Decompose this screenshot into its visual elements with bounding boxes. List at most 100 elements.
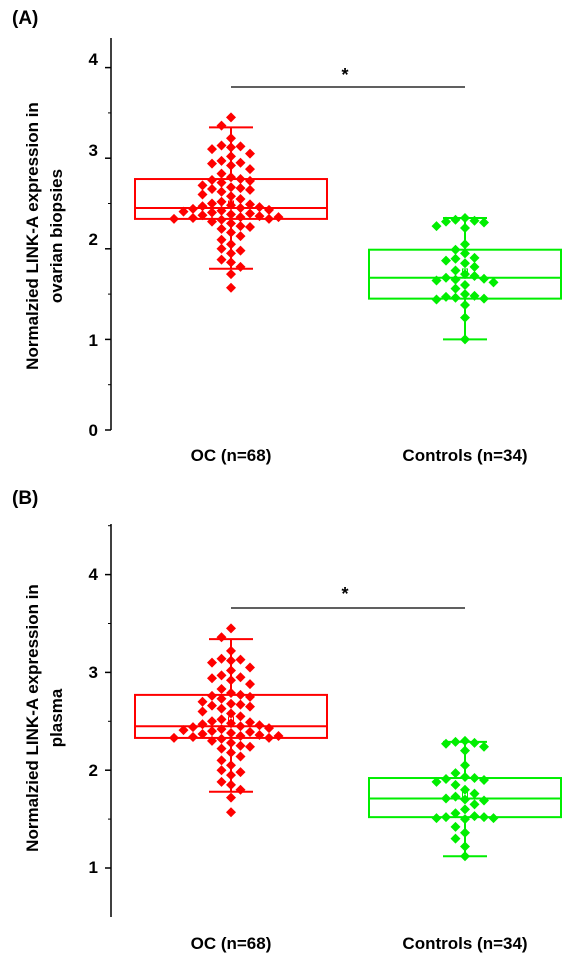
panel-a-series-oc-point — [216, 155, 227, 166]
panel-b-series-controls-point — [450, 791, 461, 802]
panel-b-series-oc-point — [235, 751, 246, 762]
panel-a-series-oc-point — [216, 120, 227, 131]
panel-a-category-controls: Controls (n=34) — [402, 446, 527, 465]
panel-a-series-oc-point — [216, 214, 227, 225]
panel-a-series-controls-point — [441, 216, 451, 227]
panel-a-series-controls-point — [431, 221, 442, 232]
panel-b-series-controls-point — [450, 808, 461, 819]
panel-a-series-oc-point — [216, 168, 227, 179]
panel-b-series-controls-point — [479, 795, 489, 806]
panel-a-ytick-3: 3 — [89, 141, 98, 160]
panel-b-series-controls-point — [450, 736, 461, 747]
panel-a-series-oc-point — [235, 221, 246, 232]
panel-b-series-oc-point — [273, 730, 284, 741]
panel-a-series-controls-point — [431, 275, 442, 286]
panel-a-series-controls-point — [460, 269, 470, 280]
panel-a-series-oc-point — [226, 191, 236, 202]
panel-a-series-oc-point — [207, 184, 217, 195]
panel-b-series-oc-point — [216, 670, 227, 681]
panel-b-series-controls-point — [460, 772, 470, 783]
panel-a-series-controls-point — [431, 294, 442, 305]
panel-b-series-oc-point — [207, 726, 217, 737]
panel-b-series-oc-point — [207, 735, 217, 746]
panel-a-series-oc-point — [235, 183, 246, 194]
panel-a-significance-star: * — [341, 65, 348, 85]
panel-b-series-oc-point — [235, 672, 246, 683]
panel-b-series-oc-point — [226, 807, 236, 818]
panel-b-series-controls-point — [460, 827, 470, 838]
panel-b-series-controls-point — [450, 779, 461, 790]
panel-a-series-oc-point — [245, 208, 255, 219]
panel-b-series-oc-point — [245, 662, 255, 673]
panel-a-series-controls-point — [441, 291, 451, 302]
panel-b-ytick-4: 4 — [89, 565, 99, 584]
panel-b-series-controls-point — [469, 799, 480, 810]
panel-b-series-oc-point — [216, 724, 227, 735]
panel-b-series-oc-point — [235, 767, 246, 778]
panel-b-series-oc-point — [216, 755, 227, 766]
panel-b-series-oc-point — [235, 721, 246, 732]
panel-a-series-oc-point — [226, 172, 236, 183]
panel-b-series-controls-point — [460, 841, 470, 852]
panel-a-series-controls-point — [460, 222, 470, 233]
panel-a-series-controls-point — [460, 289, 470, 300]
panel-b-series-oc-point — [207, 700, 217, 711]
panel-a-series-oc-point — [273, 212, 284, 223]
panel-a-series-oc-point — [207, 158, 217, 169]
panel-b-series-oc-point — [235, 730, 246, 741]
panel-a-series-oc-point — [245, 184, 255, 195]
panel-a-series-oc-point — [207, 198, 217, 209]
panel-b-series-oc-point — [235, 699, 246, 710]
panel-a-ytick-1: 1 — [89, 331, 98, 350]
panel-a-series-oc-point — [245, 175, 255, 186]
panel-a-series-controls-point — [441, 255, 451, 266]
panel-a-series-oc-point — [245, 199, 255, 210]
panel-a-series-controls-point — [450, 283, 461, 294]
panel-a-series-controls-point — [450, 274, 461, 285]
panel-b-series-oc-point — [226, 747, 236, 758]
panel-a-series-oc-point — [235, 141, 246, 152]
panel-b-series-controls-point — [460, 735, 470, 746]
panel-a-ylabel-line-2: ovarian biopsies — [47, 169, 66, 303]
panel-a-series-oc-point — [226, 257, 236, 268]
panel-a-series-oc-point — [235, 157, 246, 168]
panel-b-series-oc-point — [235, 654, 246, 665]
panel-b-series-oc-point — [226, 687, 236, 698]
panel-a-series-controls-point — [469, 252, 480, 263]
panel-a-series-oc-point — [226, 151, 236, 162]
panel-a-series-controls-point — [488, 277, 499, 288]
panel-b-series-oc-point — [216, 743, 227, 754]
panel-b-series-controls-point — [460, 745, 470, 756]
panel-a-series-oc-point — [216, 234, 227, 245]
panel-a-series-controls-point — [460, 239, 470, 250]
panel-a-series-controls-point — [460, 248, 470, 259]
panel-a-series-controls-point — [460, 280, 470, 291]
panel-b-series-controls-point — [460, 814, 470, 825]
panel-a-series-oc-point — [226, 209, 236, 220]
panel-b-series-oc-point — [226, 675, 236, 686]
panel-b-series-oc-point — [226, 760, 236, 771]
panel-a-series-controls-point — [469, 215, 480, 226]
panel-b-series-oc-point — [254, 720, 265, 731]
panel-b-series-oc-point — [235, 740, 246, 751]
panel-a-series-controls-point — [460, 334, 470, 345]
panel-a-series-controls-point — [450, 265, 461, 276]
panel-a-series-oc-point — [235, 212, 246, 223]
panel-a-series-oc-point — [197, 180, 208, 191]
panel-b-series-oc-point — [197, 729, 208, 740]
panel-a-label: (A) — [12, 8, 38, 29]
panel-a-series-oc-point — [226, 248, 236, 259]
panel-b-series-oc-point — [226, 718, 236, 729]
panel-b-ytick-2: 2 — [89, 761, 98, 780]
panel-b-series-oc-point — [226, 737, 236, 748]
panel-b-series-controls-point — [479, 774, 489, 785]
panel-b-significance-star: * — [341, 584, 348, 604]
panel-a: (A) Normalzied LINK-A expression in ovar… — [12, 8, 562, 465]
panel-b-series-oc-point — [245, 717, 255, 728]
panel-a-series-oc-point — [245, 148, 255, 159]
panel-b-category-controls: Controls (n=34) — [402, 934, 527, 953]
panel-b-series-oc-point — [188, 722, 198, 733]
panel-b-series-controls-point — [460, 784, 470, 795]
panel-a-series-controls-point — [469, 290, 480, 301]
panel-b-series-controls-point — [460, 794, 470, 805]
